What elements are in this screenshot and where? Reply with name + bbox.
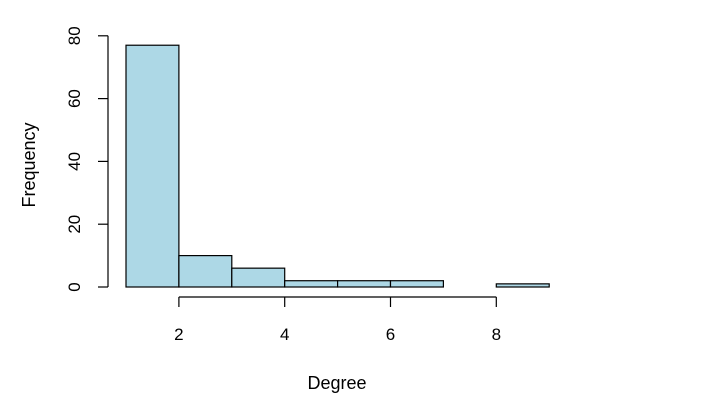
histogram-bar-1 [125, 44, 180, 288]
histogram-bar-3 [231, 267, 286, 288]
histogram-bar-4 [284, 280, 339, 288]
histogram-bar-5 [337, 280, 392, 288]
x-tick-label: 2 [174, 325, 183, 344]
y-tick-label: 80 [65, 26, 84, 45]
x-axis: 2 4 6 8 [174, 296, 501, 344]
x-tick-label: 8 [492, 325, 501, 344]
y-tick-label: 20 [65, 215, 84, 234]
y-axis: 0 20 40 60 80 [65, 26, 109, 292]
bars-group [125, 44, 550, 288]
y-tick-label: 40 [65, 152, 84, 171]
histogram-bar-8 [495, 283, 550, 288]
x-axis-title: Degree [307, 373, 366, 393]
histogram-bar-2 [178, 255, 233, 288]
y-axis-title: Frequency [19, 122, 39, 207]
y-tick-label: 60 [65, 89, 84, 108]
histogram-bar-6 [389, 280, 445, 288]
x-tick-label: 6 [386, 325, 395, 344]
y-tick-label: 0 [65, 282, 84, 291]
x-tick-label: 4 [280, 325, 289, 344]
